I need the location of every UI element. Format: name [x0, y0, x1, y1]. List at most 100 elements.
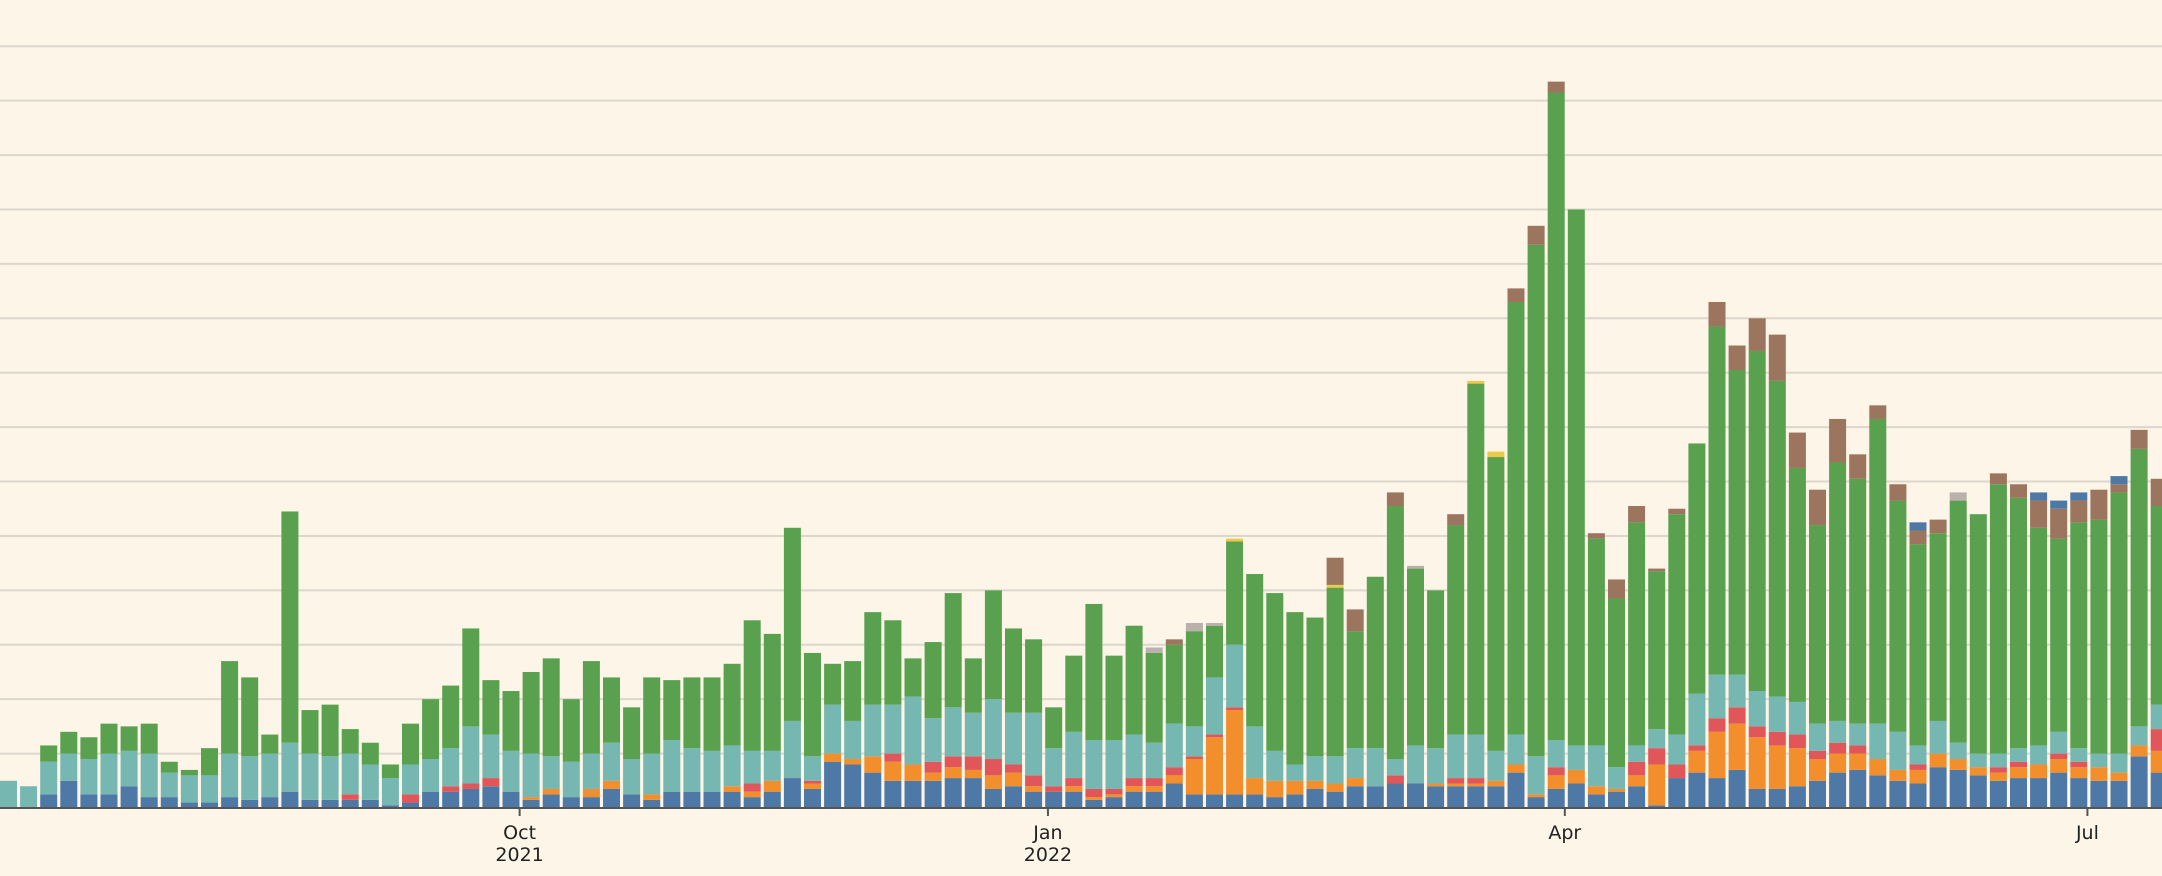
bar-segment-s1	[582, 797, 600, 808]
bar-segment-s3	[1809, 750, 1826, 760]
bar-stack	[1005, 628, 1022, 808]
bar-segment-s6	[1326, 584, 1344, 588]
bar-segment-s4	[1185, 726, 1203, 757]
bar-segment-s2	[944, 767, 962, 779]
bar-segment-s1	[542, 794, 560, 808]
bar-stack	[643, 677, 661, 808]
bar-stack	[582, 661, 600, 808]
bar-segment-s4	[1467, 734, 1485, 779]
bar-segment-s8	[1889, 484, 1907, 501]
bar-segment-s8	[1648, 568, 1666, 572]
bar-segment-s1	[1226, 794, 1244, 808]
bar-segment-s1	[462, 788, 480, 808]
bar-segment-s1	[1467, 786, 1485, 808]
bar-segment-s5	[562, 699, 580, 762]
bar-segment-s4	[1628, 745, 1646, 762]
bar-segment-s4	[582, 753, 600, 789]
bar-segment-s1	[341, 799, 359, 808]
bar-segment-s1b	[2030, 492, 2048, 501]
bar-segment-s1	[502, 791, 520, 808]
bar-stack	[1708, 301, 1726, 808]
bar-segment-s1	[623, 794, 641, 808]
bar-segment-s1	[763, 791, 781, 808]
bar-segment-s1	[160, 797, 178, 808]
bar-segment-s1	[1487, 786, 1505, 808]
bar-segment-s4	[1346, 748, 1364, 779]
x-tick-label: Oct	[503, 822, 536, 844]
bar-stack	[40, 745, 58, 808]
bar-segment-s1	[1708, 778, 1726, 808]
bar-segment-s2	[1065, 786, 1083, 792]
bar-segment-s1	[1608, 791, 1625, 808]
bar-segment-s5	[1587, 538, 1605, 746]
bar-segment-s1	[381, 805, 399, 808]
bar-segment-s4	[361, 764, 379, 800]
bar-segment-s4	[1708, 674, 1726, 719]
bar-segment-s1	[2090, 780, 2108, 808]
bar-stack	[1989, 473, 2007, 808]
bar-segment-s1	[1105, 797, 1123, 808]
bar-segment-s4	[1427, 748, 1445, 784]
bar-segment-s4	[623, 759, 641, 795]
bar-stack	[1085, 603, 1103, 808]
bar-stack	[1628, 506, 1646, 808]
bar-segment-s1	[844, 764, 862, 808]
bar-segment-s5	[844, 661, 862, 721]
bar-segment-s9	[1145, 647, 1163, 653]
bar-segment-s2	[2010, 767, 2027, 779]
bar-segment-s4	[180, 775, 198, 803]
bar-segment-s4	[864, 704, 882, 757]
bar-segment-s5	[221, 661, 239, 754]
bar-segment-s3	[1105, 788, 1123, 795]
bar-stack	[0, 780, 17, 808]
bar-segment-s2	[1467, 783, 1485, 787]
bar-segment-s5	[1266, 593, 1284, 751]
bar-segment-s1	[281, 791, 299, 808]
bar-segment-s1	[482, 786, 500, 808]
bar-segment-s1	[1366, 786, 1384, 808]
bar-segment-s4	[1728, 674, 1746, 708]
bar-segment-s4	[1246, 726, 1264, 779]
bar-segment-s8	[1768, 334, 1786, 381]
bar-segment-s2	[1648, 764, 1666, 806]
bar-segment-s3	[1467, 778, 1485, 784]
bar-segment-s4	[2010, 748, 2027, 762]
bar-segment-s5	[40, 745, 58, 762]
bar-segment-s4	[683, 748, 701, 792]
bar-segment-s4	[824, 704, 842, 754]
bar-segment-s5	[2030, 527, 2048, 746]
bar-segment-s1	[824, 761, 842, 808]
bar-segment-s4	[522, 753, 540, 798]
bar-segment-s4	[2130, 726, 2148, 746]
bar-stack	[1145, 647, 1163, 808]
bar-segment-s3	[341, 794, 359, 800]
gridlines	[0, 45, 2162, 755]
bar-segment-s5	[201, 748, 218, 776]
bar-stack	[100, 723, 118, 808]
bar-segment-s5	[1628, 522, 1646, 746]
bar-segment-s8	[1527, 225, 1545, 245]
bar-segment-s9	[1949, 492, 1967, 501]
bar-segment-s1	[221, 797, 239, 808]
bar-segment-s4	[1889, 731, 1907, 770]
bar-stack	[221, 661, 239, 808]
bar-stack	[2150, 478, 2162, 808]
bar-segment-s4	[281, 742, 299, 792]
bar-segment-s1	[1688, 772, 1706, 808]
bar-segment-s3	[442, 786, 460, 792]
bar-stack	[341, 729, 359, 808]
bar-segment-s4	[1909, 745, 1927, 765]
bar-segment-s3	[1206, 734, 1223, 738]
bar-segment-s5	[824, 663, 842, 705]
bar-segment-s4	[1809, 723, 1826, 751]
bar-stack	[381, 764, 399, 808]
bar-segment-s1	[2150, 772, 2162, 808]
bar-segment-s1	[2070, 778, 2088, 808]
bar-segment-s2	[1527, 794, 1545, 798]
bar-stack	[1567, 209, 1585, 808]
bar-segment-s1	[904, 780, 922, 808]
bar-segment-s5	[1487, 457, 1505, 751]
bar-segment-s3	[984, 759, 1002, 776]
bar-segment-s2	[2030, 764, 2048, 779]
